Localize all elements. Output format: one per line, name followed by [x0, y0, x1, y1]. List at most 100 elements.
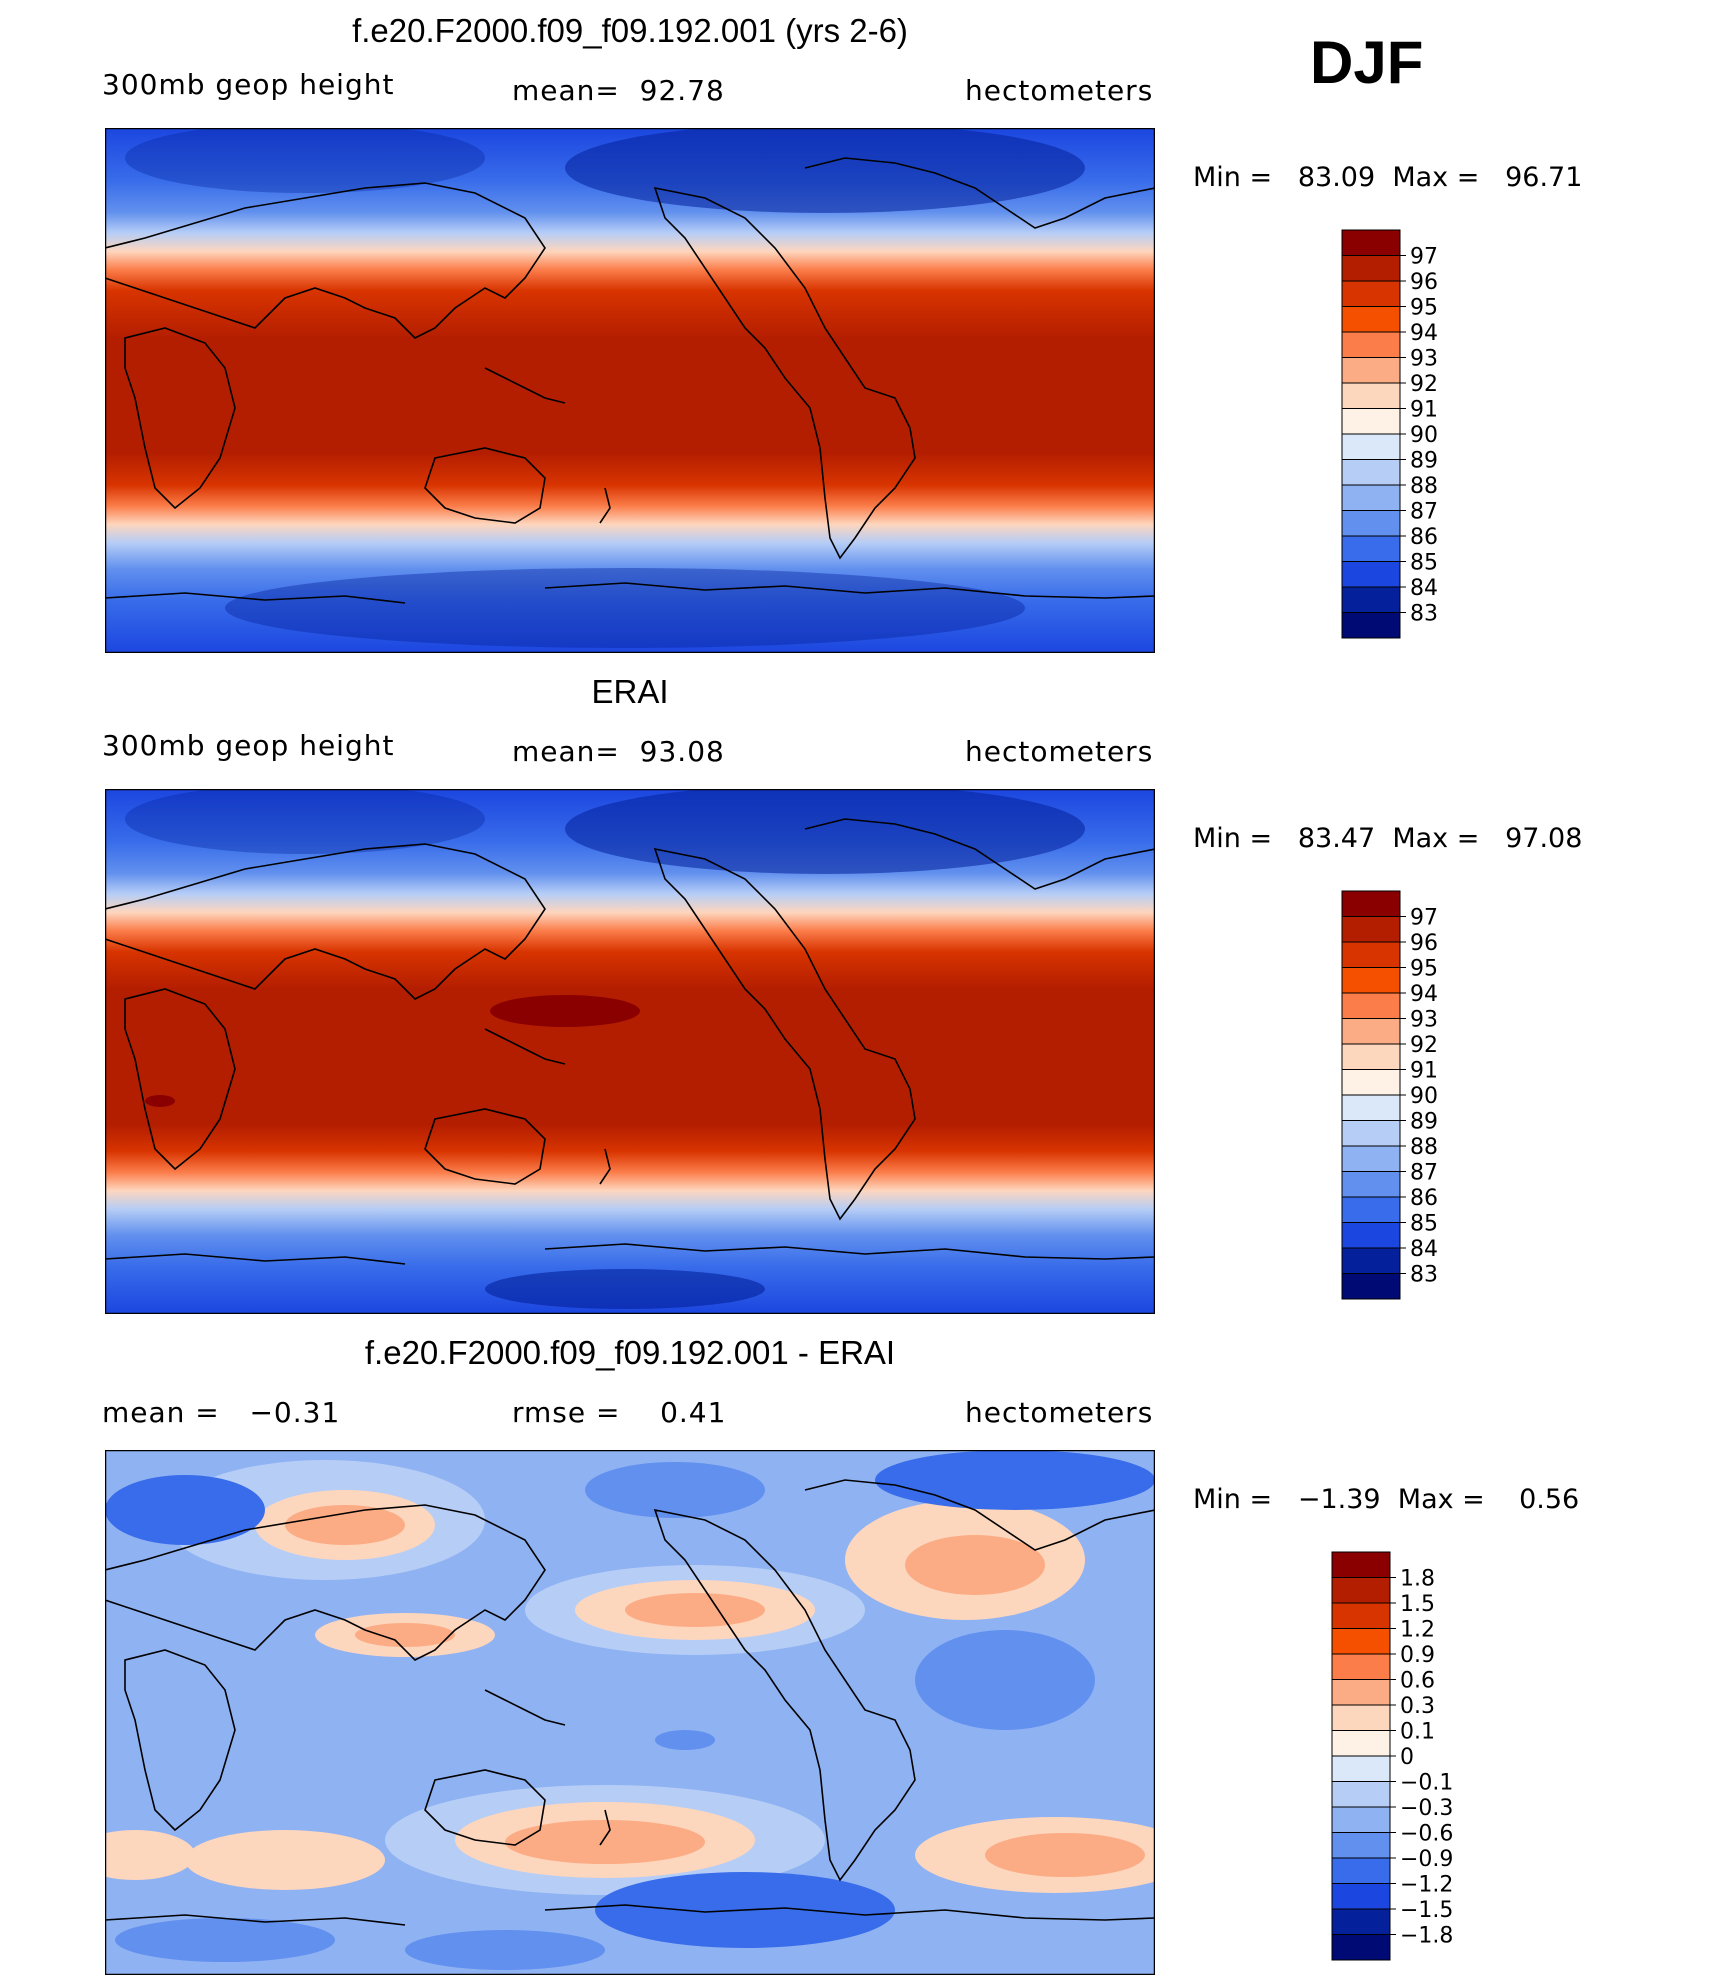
colorbar-swatch	[1341, 459, 1401, 486]
colorbar-swatch	[1341, 967, 1401, 994]
colorbar-swatch	[1341, 1145, 1401, 1172]
colorbar-swatch	[1331, 1857, 1391, 1884]
colorbar-label: 97	[1410, 245, 1438, 270]
colorbar-swatch	[1341, 561, 1401, 588]
colorbar-swatch	[1331, 1781, 1391, 1808]
rmse-label: rmse = 0.41	[512, 1396, 727, 1429]
units-label: hectometers	[965, 1396, 1154, 1429]
map-obs	[104, 784, 1156, 1315]
colorbar-swatch	[1341, 306, 1401, 333]
colorbar-label: 94	[1410, 321, 1438, 346]
minmax-label: Min = −1.39 Max = 0.56	[1193, 1484, 1580, 1515]
colorbar-swatch	[1341, 255, 1401, 282]
colorbar-label: 1.5	[1400, 1592, 1435, 1617]
colorbar-swatch	[1341, 1196, 1401, 1223]
colorbar-label: 96	[1410, 270, 1438, 295]
colorbar-swatch	[1341, 510, 1401, 537]
colorbar-swatch	[1341, 484, 1401, 511]
coastlines	[104, 818, 1156, 1265]
colorbar-swatch	[1341, 535, 1401, 562]
colorbar-label: 84	[1410, 576, 1438, 601]
colorbar-label: 87	[1410, 500, 1438, 525]
colorbar-swatch	[1341, 1069, 1401, 1096]
colorbar-label: −0.6	[1400, 1822, 1453, 1847]
colorbar-label: 96	[1410, 931, 1438, 956]
units-label: hectometers	[965, 735, 1154, 768]
coastlines	[104, 1479, 1156, 1926]
colorbar-label: 89	[1410, 449, 1438, 474]
colorbar-swatch	[1331, 1704, 1391, 1731]
colorbar-label: 88	[1410, 1135, 1438, 1160]
colorbar-swatch	[1331, 1653, 1391, 1680]
mean-label: mean= 92.78	[512, 74, 725, 107]
colorbar-label: −1.5	[1400, 1898, 1453, 1923]
colorbar-swatch	[1341, 1120, 1401, 1147]
colorbar-label: 0	[1400, 1745, 1414, 1770]
colorbar-swatch	[1331, 1628, 1391, 1655]
colorbar-label: 89	[1410, 1110, 1438, 1135]
panel-diff: f.e20.F2000.f09_f09.192.001 - ERAI mean …	[0, 1322, 1710, 1980]
panel-model: f.e20.F2000.f09_f09.192.001 (yrs 2-6) 30…	[0, 0, 1710, 658]
colorbar-label: 1.2	[1400, 1618, 1435, 1643]
colorbar-label: 95	[1410, 296, 1438, 321]
colorbar-swatch	[1341, 916, 1401, 943]
colorbar-swatch	[1341, 433, 1401, 460]
colorbar-swatch	[1341, 382, 1401, 409]
panel-title: f.e20.F2000.f09_f09.192.001 - ERAI	[364, 1334, 896, 1371]
colorbar-swatch	[1341, 992, 1401, 1019]
map-model	[104, 123, 1156, 654]
colorbar-label: 1.8	[1400, 1567, 1435, 1592]
colorbar-swatch	[1331, 1755, 1391, 1782]
colorbar-label: 92	[1410, 372, 1438, 397]
colorbar-label: 91	[1410, 1059, 1438, 1084]
colorbar-label: 83	[1410, 1263, 1438, 1288]
colorbar-swatch	[1341, 1043, 1401, 1070]
panel-title: f.e20.F2000.f09_f09.192.001 (yrs 2-6)	[352, 12, 908, 49]
variable-label: 300mb geop height	[102, 68, 395, 101]
colorbar-label: 84	[1410, 1237, 1438, 1262]
colorbar-label: 86	[1410, 525, 1438, 550]
colorbar-label: 95	[1410, 957, 1438, 982]
colorbar-swatch	[1331, 1679, 1391, 1706]
colorbar-swatch	[1331, 1806, 1391, 1833]
colorbar-swatch	[1341, 331, 1401, 358]
colorbar-swatch	[1341, 1018, 1401, 1045]
season-label: DJF	[1310, 29, 1424, 96]
colorbar-label: 85	[1410, 1212, 1438, 1237]
colorbar-label: 93	[1410, 347, 1438, 372]
colorbar-diff: 1.8 1.5 1.2 0.9 0.6 0.3 0.1 0 −0.1 −0.3 −0.6 −0.9 −1…	[1330, 1550, 1480, 1983]
units-label: hectometers	[965, 74, 1154, 107]
panel-obs: ERAI 300mb geop height mean= 93.08 hecto…	[0, 661, 1710, 1319]
colorbar-label: 88	[1410, 474, 1438, 499]
colorbar-swatch	[1341, 229, 1401, 256]
colorbar-label: −1.8	[1400, 1924, 1453, 1949]
colorbar-label: −0.1	[1400, 1771, 1453, 1796]
colorbar-swatch	[1331, 1551, 1391, 1578]
coastlines	[104, 157, 1156, 604]
mean-label: mean= 93.08	[512, 735, 725, 768]
colorbar-label: 0.3	[1400, 1694, 1435, 1719]
colorbar-swatch	[1341, 890, 1401, 917]
colorbar-swatch	[1331, 1577, 1391, 1604]
colorbar-swatch	[1331, 1832, 1391, 1859]
colorbar-label: 0.6	[1400, 1669, 1435, 1694]
colorbar-obs: 97 96 95 94 93 92 91 90 89 88 87 86 85 84 83	[1340, 889, 1480, 1314]
map-diff	[75, 1449, 1195, 1976]
mean-label: mean = −0.31	[102, 1396, 341, 1429]
colorbar-swatch	[1341, 1171, 1401, 1198]
colorbar-swatch	[1341, 408, 1401, 435]
colorbar-svg: 1.81.51.20.90.60.30.10−0.1−0.3−0.6−0.9−1…	[1331, 1551, 1453, 1961]
colorbar-swatch	[1341, 586, 1401, 613]
colorbar-label: 87	[1410, 1161, 1438, 1186]
colorbar-label: 85	[1410, 551, 1438, 576]
colorbar-swatch	[1331, 1908, 1391, 1935]
colorbar-swatch	[1341, 357, 1401, 384]
colorbar-swatch	[1331, 1883, 1391, 1910]
colorbar-swatch	[1341, 1094, 1401, 1121]
colorbar-label: 91	[1410, 398, 1438, 423]
colorbar-swatch	[1341, 1247, 1401, 1274]
colorbar-label: 94	[1410, 982, 1438, 1007]
colorbar-swatch	[1331, 1934, 1391, 1961]
